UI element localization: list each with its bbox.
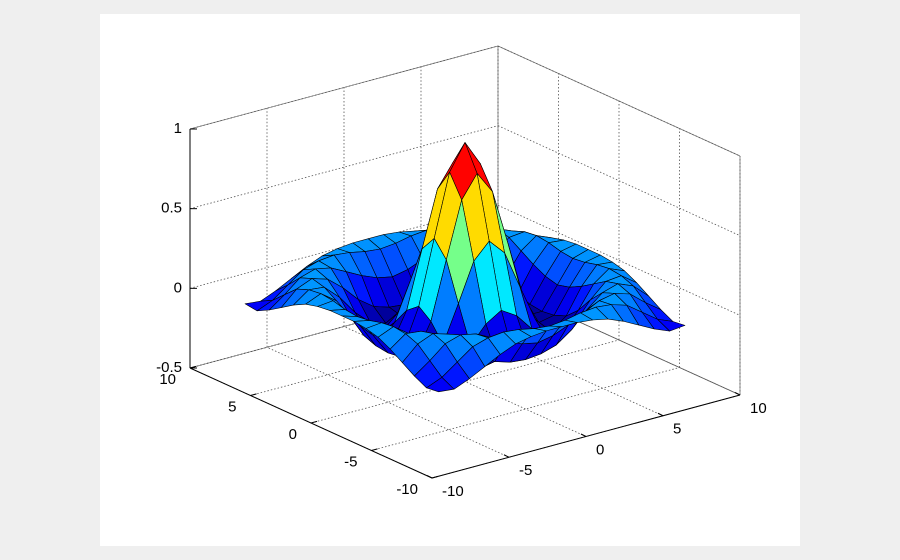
grid-line [497, 204, 741, 316]
x-tick-label: 0 [596, 441, 604, 458]
y-tick-label: 0 [289, 426, 297, 443]
x-tick-label: -10 [442, 483, 464, 500]
tick-mark [503, 454, 510, 458]
tick-mark [310, 420, 318, 424]
y-tick-label: -5 [344, 453, 357, 470]
grid-line [310, 339, 620, 424]
tick-mark [189, 365, 197, 369]
grid-line [497, 125, 741, 237]
x-tick-label: -5 [519, 462, 532, 479]
grid-line [189, 45, 499, 130]
grid-line [497, 284, 741, 396]
grid-line [189, 204, 499, 289]
y-tick-label: -10 [396, 481, 418, 498]
grid-line [189, 284, 499, 369]
x-tick-label: 10 [750, 400, 767, 417]
grid-line [371, 367, 680, 451]
z-tick-label: 0 [174, 279, 182, 296]
tick-mark [250, 393, 257, 396]
tick-mark [426, 475, 433, 479]
surface-patch [426, 377, 455, 393]
tick-mark [371, 448, 378, 451]
tick-mark [657, 412, 664, 417]
grid-line [497, 45, 741, 157]
z-tick-label: 1 [174, 120, 182, 137]
x-tick-label: 5 [673, 421, 681, 438]
y-tick-label: 5 [228, 398, 236, 415]
grid-line [266, 346, 510, 458]
z-tick-label: -0.5 [156, 359, 182, 376]
z-tick-label: 0.5 [161, 200, 182, 217]
tick-mark [431, 475, 439, 479]
grid-line [250, 312, 559, 396]
y-tick-label: 10 [159, 371, 176, 388]
tick-mark [734, 392, 741, 396]
tick-mark [580, 433, 587, 437]
grid-line [189, 125, 499, 210]
